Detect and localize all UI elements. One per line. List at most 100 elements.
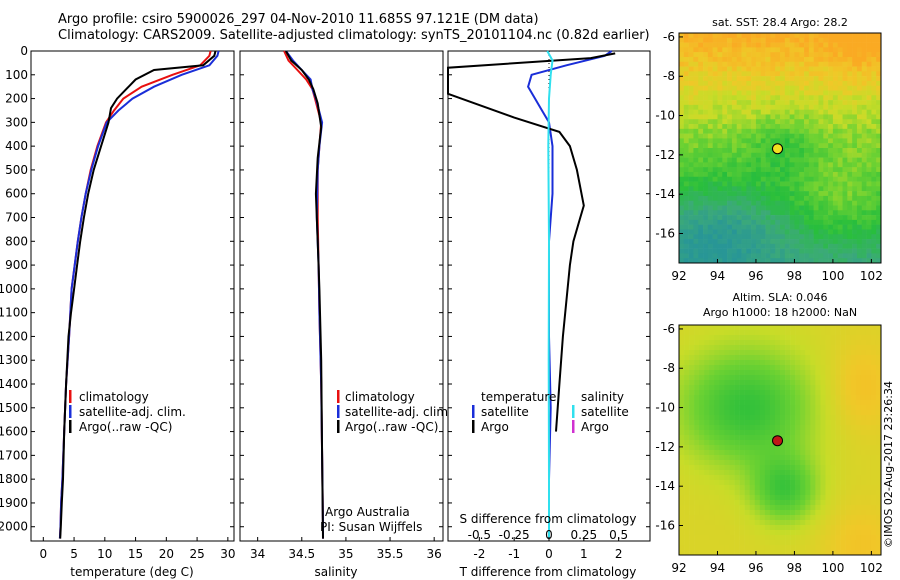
heatmap-cell [820, 475, 826, 481]
heatmap-cell [699, 450, 705, 456]
heatmap-cell [837, 124, 843, 130]
heatmap-cell [744, 450, 750, 456]
heatmap-cell [804, 186, 810, 192]
heatmap-cell [749, 520, 756, 526]
heatmap-cell [865, 415, 872, 421]
heatmap-cell [744, 360, 750, 366]
heatmap-cell [871, 148, 877, 154]
heatmap-cell [712, 76, 718, 82]
heatmap-cell [810, 355, 816, 361]
heatmap-cell [679, 385, 685, 391]
heatmap-cell [744, 350, 750, 356]
heatmap-cell [780, 191, 786, 197]
heatmap-cell [744, 500, 750, 506]
heatmap-cell [764, 335, 771, 341]
heatmap-cell [724, 395, 730, 401]
heatmap-cell [805, 475, 811, 481]
heatmap-cell [727, 248, 733, 254]
heatmap-cell [684, 460, 690, 466]
heatmap-cell [727, 191, 733, 197]
heatmap-cell [712, 191, 718, 197]
heatmap-cell [847, 167, 853, 173]
heatmap-cell [808, 133, 814, 139]
heatmap-cell [861, 253, 867, 259]
heatmap-cell [722, 162, 728, 168]
heatmap-cell [790, 335, 796, 341]
heatmap-cell [825, 470, 831, 476]
y-tick-label: -6 [663, 322, 675, 336]
heatmap-cell [837, 52, 843, 58]
heatmap-cell [769, 480, 776, 486]
heatmap-cell [739, 435, 745, 441]
heatmap-cell [840, 350, 846, 356]
heatmap-cell [754, 540, 761, 546]
heatmap-cell [876, 210, 882, 216]
heatmap-cell [818, 224, 824, 230]
heatmap-cell [828, 71, 834, 77]
heatmap-cell [760, 243, 766, 249]
heatmap-cell [856, 239, 863, 245]
heatmap-cell [856, 85, 863, 91]
heatmap-cell [707, 56, 713, 63]
heatmap-cell [784, 157, 790, 163]
heatmap-cell [770, 119, 776, 125]
heatmap-cell [804, 239, 810, 245]
heatmap-cell [799, 114, 805, 120]
heatmap-cell [764, 405, 771, 411]
heatmap-cell [688, 42, 694, 48]
heatmap-cell [698, 152, 704, 158]
heatmap-cell [875, 550, 882, 556]
heatmap-cell [679, 66, 685, 72]
heatmap-cell [694, 550, 700, 556]
heatmap-cell [870, 410, 877, 416]
heatmap-cell [704, 450, 710, 456]
heatmap-cell [729, 480, 735, 486]
heatmap-cell [845, 395, 851, 401]
heatmap-cell [820, 435, 826, 441]
heatmap-cell [709, 330, 715, 336]
heatmap-cell [683, 61, 689, 67]
heatmap-cell [870, 530, 877, 536]
heatmap-cell [749, 390, 756, 396]
heatmap-cell [856, 205, 863, 211]
heatmap-cell [847, 71, 853, 77]
heatmap-cell [712, 80, 718, 87]
heatmap-cell [759, 540, 766, 546]
heatmap-cell [820, 480, 826, 486]
heatmap-cell [751, 243, 757, 249]
heatmap-cell [790, 510, 796, 516]
heatmap-cell [818, 248, 824, 254]
heatmap-cell [727, 56, 733, 63]
heatmap-cell [736, 186, 742, 192]
heatmap-cell [746, 248, 752, 254]
heatmap-cell [755, 224, 762, 230]
heatmap-cell [734, 435, 740, 441]
heatmap-cell [845, 460, 851, 466]
heatmap-cell [866, 90, 872, 96]
heatmap-cell [870, 460, 877, 466]
heatmap-cell [759, 410, 766, 416]
heatmap-cell [694, 360, 700, 366]
heatmap-cell [830, 450, 836, 456]
heatmap-cell [694, 460, 700, 466]
heatmap-cell [860, 530, 867, 536]
heatmap-cell [739, 360, 745, 366]
heatmap-cell [694, 465, 700, 471]
heatmap-cell [850, 435, 857, 441]
heatmap-cell [717, 42, 723, 48]
heatmap-cell [784, 191, 790, 197]
heatmap-cell [837, 85, 843, 91]
heatmap-cell [794, 124, 800, 130]
heatmap-cell [770, 61, 776, 67]
heatmap-cell [694, 365, 700, 371]
heatmap-cell [805, 505, 811, 511]
legend-label-s-satellite: satellite [581, 405, 629, 419]
heatmap-cell [856, 80, 863, 87]
heatmap-cell [698, 104, 704, 110]
heatmap-cell [861, 138, 867, 144]
heatmap-cell [837, 195, 843, 202]
heatmap-cell [734, 425, 740, 431]
heatmap-cell [823, 157, 829, 163]
heatmap-cell [774, 380, 781, 386]
heatmap-cell [731, 253, 738, 259]
